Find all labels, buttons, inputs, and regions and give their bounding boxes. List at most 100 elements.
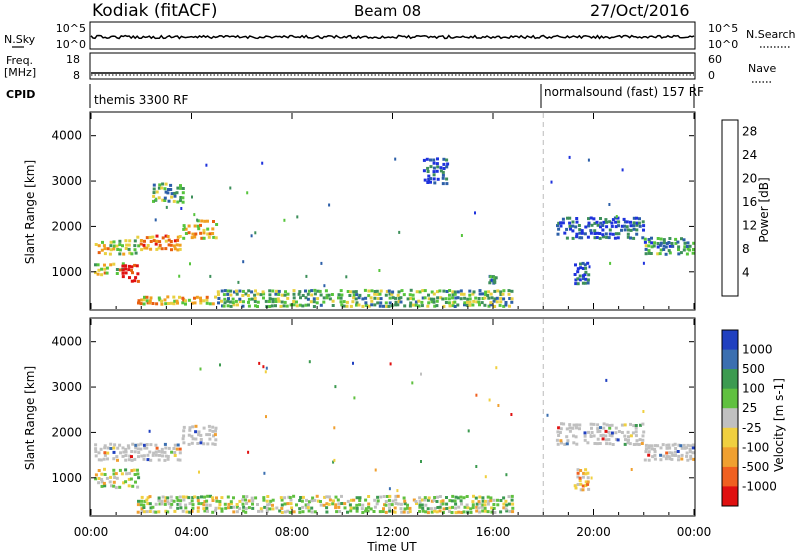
echo-pixel — [355, 301, 359, 305]
echo-pixel — [127, 268, 131, 272]
echo-pixel — [483, 509, 487, 513]
echo-pixel — [245, 502, 249, 505]
echo-pixel — [578, 231, 582, 235]
echo-pixel — [613, 236, 617, 240]
echo-pixel — [460, 292, 463, 296]
echo-pixel — [608, 232, 612, 236]
echo-pixel — [656, 245, 660, 249]
echo-pixel — [143, 510, 146, 514]
echo-pixel — [118, 248, 122, 252]
velocity-colorbar-label: Velocity [m s-1] — [772, 378, 786, 472]
echo-pixel — [229, 293, 233, 297]
echo-pixel — [433, 304, 437, 308]
echo-pixel — [384, 510, 388, 514]
echo-pixel — [139, 242, 143, 246]
echo-pixel — [190, 434, 194, 438]
echo-pixel — [112, 247, 116, 251]
echo-pixel — [155, 446, 159, 450]
echo-pixel — [632, 424, 636, 428]
echo-pixel — [596, 231, 599, 235]
echo-pixel — [641, 220, 645, 224]
echo-pixel — [367, 495, 371, 498]
echo-pixel — [118, 268, 122, 272]
echo-pixel — [136, 279, 140, 283]
echo-pixel — [391, 499, 395, 503]
echo-pixel — [301, 510, 305, 514]
echo-pixel — [337, 505, 341, 509]
echo-pixel — [308, 360, 311, 364]
echo-pixel — [120, 472, 124, 476]
echo-pixel — [566, 439, 570, 443]
echo-pixel — [121, 262, 125, 266]
echo-pixel — [555, 438, 559, 442]
echo-pixel — [173, 247, 177, 251]
echo-pixel — [436, 495, 439, 499]
echo-pixel — [388, 509, 392, 513]
echo-pixel — [99, 447, 103, 451]
echo-pixel — [584, 480, 588, 484]
colorbar-tick-label: 20 — [742, 172, 757, 186]
echo-pixel — [478, 303, 481, 307]
echo-pixel — [218, 500, 222, 503]
echo-pixel — [128, 276, 131, 280]
echo-pixel — [630, 468, 633, 471]
echo-pixel — [589, 231, 593, 235]
echo-pixel — [468, 293, 472, 297]
echo-pixel — [511, 510, 515, 514]
echo-pixel — [106, 446, 110, 450]
echo-pixel — [468, 300, 472, 304]
echo-pixel — [492, 506, 496, 510]
echo-pixel — [689, 454, 693, 458]
echo-pixel — [146, 453, 150, 457]
echo-pixel — [205, 503, 209, 507]
echo-pixel — [653, 241, 657, 245]
echo-pixel — [130, 455, 133, 459]
echo-pixel — [235, 292, 239, 296]
echo-pixel — [193, 495, 197, 499]
echo-pixel — [133, 457, 137, 461]
time-axis-label: Time UT — [366, 540, 417, 554]
echo-pixel — [502, 502, 506, 506]
echo-pixel — [602, 235, 605, 239]
echo-pixel — [109, 248, 113, 252]
echo-pixel — [559, 221, 563, 225]
echo-pixel — [208, 433, 211, 437]
echo-pixel — [134, 446, 138, 450]
echo-pixel — [127, 247, 131, 251]
echo-pixel — [271, 289, 275, 293]
echo-pixel — [436, 177, 440, 181]
echo-pixel — [355, 506, 359, 510]
echo-pixel — [682, 443, 686, 447]
echo-pixel — [583, 273, 587, 277]
echo-pixel — [641, 236, 645, 240]
echo-pixel — [396, 494, 400, 498]
echo-pixel — [319, 303, 323, 307]
echo-pixel — [96, 263, 100, 267]
echo-pixel — [607, 438, 611, 442]
echo-pixel — [160, 447, 164, 451]
echo-pixel — [308, 500, 311, 504]
echo-pixel — [644, 450, 648, 454]
echo-pixel — [128, 251, 132, 255]
echo-pixel — [364, 296, 368, 300]
echo-pixel — [133, 263, 137, 267]
echo-pixel — [312, 305, 316, 308]
echo-pixel — [100, 472, 104, 476]
cpid-segment-2: normalsound (fast) 157 RF — [544, 85, 704, 99]
echo-pixel — [673, 442, 677, 446]
echo-pixel — [468, 297, 472, 301]
echo-pixel — [306, 506, 310, 510]
echo-pixel — [691, 251, 695, 255]
echo-pixel — [112, 468, 116, 472]
echo-pixel — [638, 224, 642, 228]
echo-pixel — [124, 450, 128, 454]
echo-pixel — [164, 234, 168, 238]
echo-pixel — [587, 487, 591, 491]
echo-pixel — [370, 289, 374, 293]
echo-pixel — [438, 509, 442, 513]
echo-pixel — [572, 434, 575, 438]
echo-pixel — [568, 426, 572, 430]
echo-pixel — [650, 245, 654, 249]
echo-pixel — [313, 288, 317, 292]
